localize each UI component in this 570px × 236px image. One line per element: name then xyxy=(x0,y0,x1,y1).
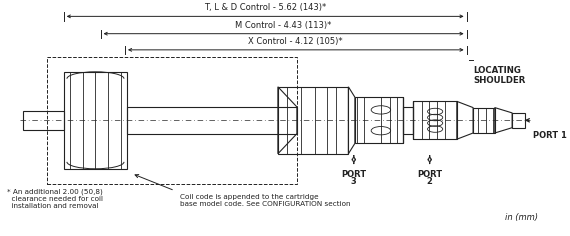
Bar xyxy=(127,107,297,134)
Text: PORT 1: PORT 1 xyxy=(533,131,567,140)
Bar xyxy=(47,57,297,184)
Bar xyxy=(278,87,348,154)
Text: PORT: PORT xyxy=(417,170,442,179)
Text: Coil code is appended to the cartridge
base model code. See CONFIGURATION sectio: Coil code is appended to the cartridge b… xyxy=(180,194,351,207)
Text: in (mm): in (mm) xyxy=(505,213,538,222)
Text: M Control - 4.43 (113)*: M Control - 4.43 (113)* xyxy=(235,21,332,30)
Bar xyxy=(64,72,127,169)
Bar xyxy=(512,113,524,128)
Text: 2: 2 xyxy=(427,177,433,186)
Text: PORT: PORT xyxy=(341,170,367,179)
Text: LOCATING
SHOULDER: LOCATING SHOULDER xyxy=(473,66,526,85)
Bar xyxy=(402,107,413,134)
Text: X Control - 4.12 (105)*: X Control - 4.12 (105)* xyxy=(249,37,343,46)
Text: * An additional 2.00 (50,8)
  clearance needed for coil
  installation and remov: * An additional 2.00 (50,8) clearance ne… xyxy=(7,188,103,209)
Text: T, L & D Control - 5.62 (143)*: T, L & D Control - 5.62 (143)* xyxy=(204,3,326,12)
Bar xyxy=(473,108,495,133)
Bar xyxy=(355,97,402,143)
Bar xyxy=(23,111,64,130)
Text: 3: 3 xyxy=(351,177,357,186)
Bar xyxy=(413,101,457,139)
